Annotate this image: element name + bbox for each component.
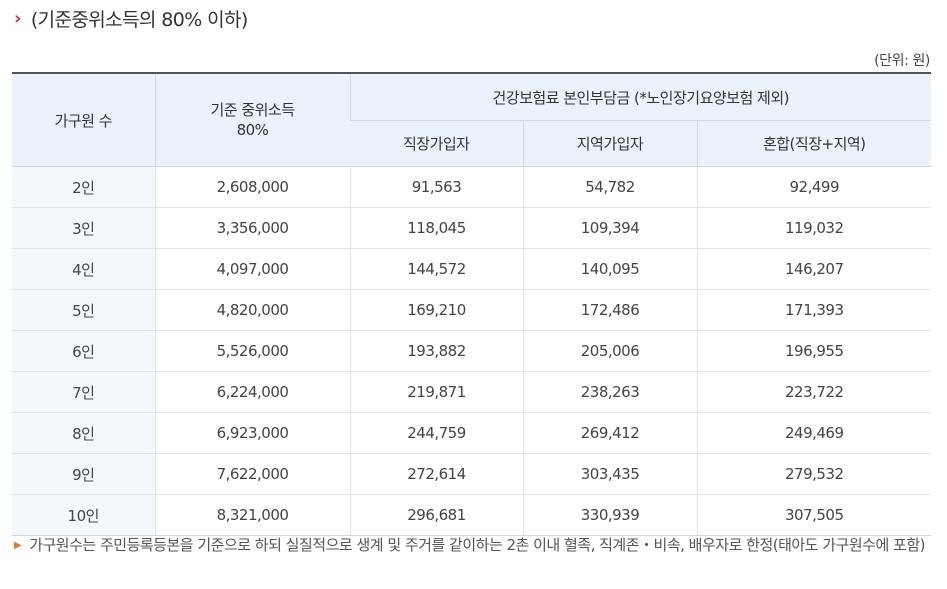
footnote: ▶ 가구원수는 주민등록등본을 기준으로 하되 실질적으로 생계 및 주거를 같… bbox=[14, 535, 934, 556]
table-row: 2인 2,608,000 91,563 54,782 92,499 bbox=[12, 166, 931, 208]
table-cell: 92,499 bbox=[696, 166, 931, 208]
table-cell: 6,224,000 bbox=[154, 371, 350, 413]
table-cell: 205,006 bbox=[522, 330, 697, 372]
table-cell: 144,572 bbox=[349, 248, 523, 290]
table-cell: 3,356,000 bbox=[154, 207, 350, 249]
table-cell: 4,097,000 bbox=[154, 248, 350, 290]
table-cell: 2인 bbox=[12, 166, 155, 208]
table-cell: 238,263 bbox=[522, 371, 697, 413]
header-premium-group: 건강보험료 본인부담금 (*노인장기요양보험 제외) bbox=[349, 72, 931, 121]
table-cell: 8,321,000 bbox=[154, 494, 350, 536]
footnote-text: 가구원수는 주민등록등본을 기준으로 하되 실질적으로 생계 및 주거를 같이하… bbox=[29, 536, 925, 554]
table-cell: 54,782 bbox=[522, 166, 697, 208]
table-cell: 196,955 bbox=[696, 330, 931, 372]
table-row: 3인 3,356,000 118,045 109,394 119,032 bbox=[12, 207, 931, 249]
table-cell: 6인 bbox=[12, 330, 155, 372]
table-cell: 330,939 bbox=[522, 494, 697, 536]
table-cell: 269,412 bbox=[522, 412, 697, 454]
table-cell: 140,095 bbox=[522, 248, 697, 290]
header-regional: 지역가입자 bbox=[522, 120, 697, 167]
table-cell: 7인 bbox=[12, 371, 155, 413]
table-cell: 223,722 bbox=[696, 371, 931, 413]
table-cell: 219,871 bbox=[349, 371, 523, 413]
table-cell: 118,045 bbox=[349, 207, 523, 249]
table-cell: 169,210 bbox=[349, 289, 523, 331]
triangle-right-icon: ▶ bbox=[14, 540, 22, 551]
table-cell: 6,923,000 bbox=[154, 412, 350, 454]
table-cell: 3인 bbox=[12, 207, 155, 249]
table-cell: 2,608,000 bbox=[154, 166, 350, 208]
header-median-income-text: 기준 중위소득 80% bbox=[210, 101, 295, 139]
section-heading: › (기준중위소득의 80% 이하) bbox=[14, 4, 248, 32]
header-median-income: 기준 중위소득 80% bbox=[154, 72, 350, 167]
table-cell: 296,681 bbox=[349, 494, 523, 536]
table-row: 10인 8,321,000 296,681 330,939 307,505 bbox=[12, 494, 931, 536]
table-cell: 193,882 bbox=[349, 330, 523, 372]
table-row: 8인 6,923,000 244,759 269,412 249,469 bbox=[12, 412, 931, 454]
table-cell: 5인 bbox=[12, 289, 155, 331]
table-row: 5인 4,820,000 169,210 172,486 171,393 bbox=[12, 289, 931, 331]
table-cell: 7,622,000 bbox=[154, 453, 350, 495]
table-cell: 249,469 bbox=[696, 412, 931, 454]
table-row: 7인 6,224,000 219,871 238,263 223,722 bbox=[12, 371, 931, 413]
table-cell: 9인 bbox=[12, 453, 155, 495]
table-cell: 307,505 bbox=[696, 494, 931, 536]
header-mixed: 혼합(직장+지역) bbox=[696, 120, 931, 167]
header-employee: 직장가입자 bbox=[350, 120, 523, 167]
table-cell: 171,393 bbox=[696, 289, 931, 331]
table-row: 4인 4,097,000 144,572 140,095 146,207 bbox=[12, 248, 931, 290]
chevron-right-icon: › bbox=[14, 7, 21, 29]
table-cell: 272,614 bbox=[349, 453, 523, 495]
table-cell: 172,486 bbox=[522, 289, 697, 331]
table-cell: 279,532 bbox=[696, 453, 931, 495]
table-cell: 244,759 bbox=[349, 412, 523, 454]
table-cell: 91,563 bbox=[349, 166, 523, 208]
table-cell: 119,032 bbox=[696, 207, 931, 249]
table-cell: 303,435 bbox=[522, 453, 697, 495]
table-cell: 5,526,000 bbox=[154, 330, 350, 372]
table-cell: 146,207 bbox=[696, 248, 931, 290]
section-heading-text: (기준중위소득의 80% 이하) bbox=[30, 8, 248, 31]
table-cell: 10인 bbox=[12, 494, 155, 536]
table-cell: 8인 bbox=[12, 412, 155, 454]
premium-table: 가구원 수 기준 중위소득 80% 건강보험료 본인부담금 (*노인장기요양보험… bbox=[12, 72, 931, 536]
header-household-size: 가구원 수 bbox=[12, 72, 155, 167]
table-cell: 4,820,000 bbox=[154, 289, 350, 331]
table-row: 9인 7,622,000 272,614 303,435 279,532 bbox=[12, 453, 931, 495]
unit-label: (단위: 원) bbox=[874, 53, 930, 69]
table-cell: 4인 bbox=[12, 248, 155, 290]
table-cell: 109,394 bbox=[522, 207, 697, 249]
table-row: 6인 5,526,000 193,882 205,006 196,955 bbox=[12, 330, 931, 372]
